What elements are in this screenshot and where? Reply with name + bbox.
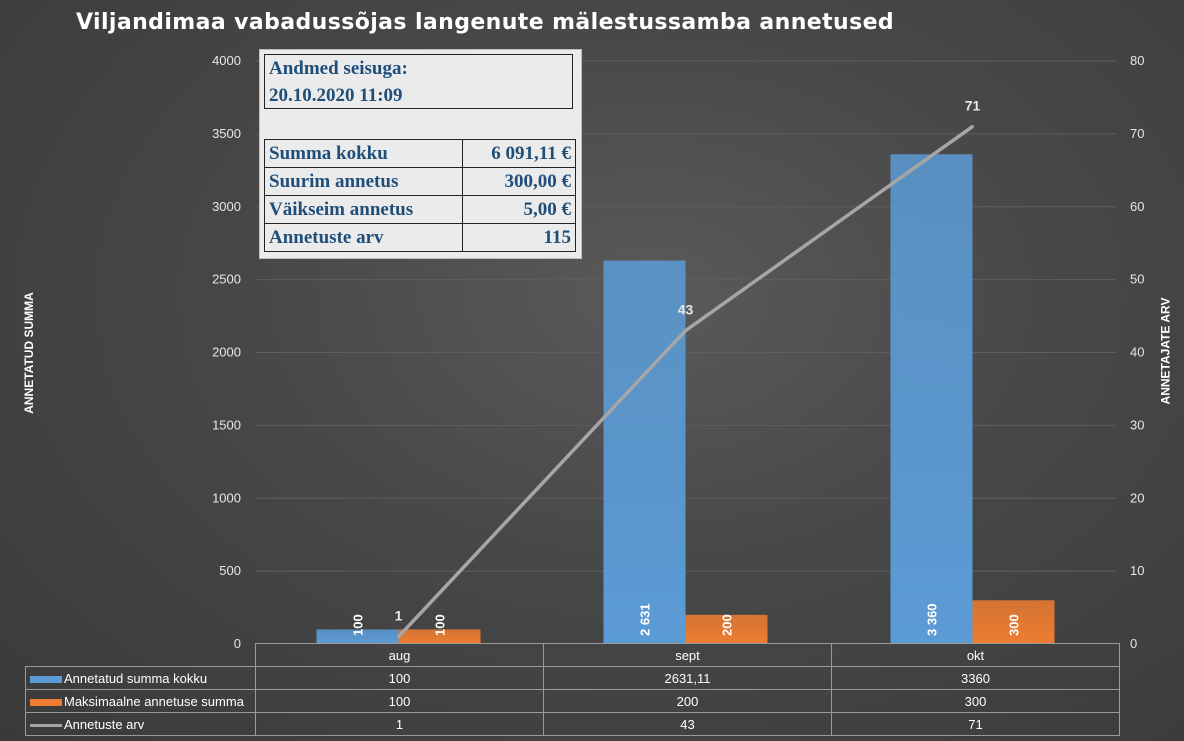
- y-tick-label-right: 60: [1130, 199, 1144, 214]
- info-row-count: Annetuste arv 115: [264, 223, 576, 252]
- info-row-label: Summa kokku: [264, 139, 463, 168]
- bar-data-label: 2 631: [638, 603, 653, 636]
- data-table-cell: 200: [543, 689, 832, 713]
- info-row-label: Annetuste arv: [264, 223, 463, 252]
- y-tick-label-left: 1000: [212, 490, 241, 505]
- bar-max: [685, 614, 768, 644]
- bar-data-label: 100: [351, 614, 366, 636]
- y-tick-label-right: 30: [1130, 417, 1144, 432]
- info-row-value: 6 091,11 €: [462, 139, 576, 168]
- data-table-corner: [25, 643, 256, 667]
- data-table-row-max: Maksimaalne annetuse summa 100 200 300: [25, 689, 1120, 713]
- y-tick-label-right: 0: [1130, 636, 1137, 651]
- data-table-cell: 3360: [831, 666, 1120, 690]
- info-row-value: 5,00 €: [462, 195, 576, 224]
- info-box-header-line2: 20.10.2020 11:09: [269, 85, 403, 106]
- data-table-cell: 71: [831, 712, 1120, 736]
- y-tick-label-left: 1500: [212, 417, 241, 432]
- bar-data-label: 300: [1007, 614, 1022, 636]
- bar-data-label: 3 360: [925, 603, 940, 636]
- info-row-value: 115: [462, 223, 576, 252]
- y-tick-label-right: 40: [1130, 345, 1144, 360]
- y-tick-label-right: 70: [1130, 126, 1144, 141]
- data-table-cell: 1: [255, 712, 544, 736]
- legend-label: Annetuste arv: [64, 716, 145, 732]
- bar-sum: [603, 260, 686, 644]
- chart-title: Viljandimaa vabadussõjas langenute mäles…: [76, 10, 895, 35]
- info-row-min: Väikseim annetus 5,00 €: [264, 195, 576, 224]
- data-table-row-sum: Annetatud summa kokku 100 2631,11 3360: [25, 666, 1120, 690]
- line-point: [397, 635, 400, 639]
- legend-key-sum: [30, 675, 62, 683]
- y-tick-label-left: 3000: [212, 199, 241, 214]
- data-table-cell: 43: [543, 712, 832, 736]
- info-box: Andmed seisuga: 20.10.2020 11:09 Summa k…: [259, 49, 582, 259]
- bar-max: [398, 629, 481, 644]
- line-data-label: 43: [678, 302, 694, 318]
- legend-entry-max: Maksimaalne annetuse summa: [25, 689, 256, 713]
- line-data-label: 1: [395, 608, 403, 624]
- line-data-label: 71: [965, 98, 981, 114]
- y-tick-label-right: 50: [1130, 272, 1144, 287]
- legend-label: Annetatud summa kokku: [64, 670, 208, 686]
- data-table-category: aug: [255, 643, 544, 667]
- info-box-header-line1: Andmed seisuga:: [269, 58, 408, 79]
- y-tick-label-left: 3500: [212, 126, 241, 141]
- info-row-value: 300,00 €: [462, 167, 576, 196]
- legend-entry-sum: Annetatud summa kokku: [25, 666, 256, 690]
- bar-sum: [316, 629, 399, 644]
- y-tick-label-right: 80: [1130, 53, 1144, 68]
- y-axis-right-label: ANNETAJATE ARV: [1158, 297, 1173, 405]
- bar-data-label: 100: [433, 614, 448, 636]
- data-table-cell: 100: [255, 666, 544, 690]
- y-axis-left-label: ANNETATUD SUMMA: [21, 292, 36, 414]
- bar-max: [972, 600, 1055, 644]
- data-table-row-count: Annetuste arv 1 43 71: [25, 712, 1120, 736]
- info-row-sum: Summa kokku 6 091,11 €: [264, 139, 576, 168]
- legend-key-max: [30, 698, 62, 706]
- data-table-cell: 2631,11: [543, 666, 832, 690]
- legend-entry-count: Annetuste arv: [25, 712, 256, 736]
- bar-data-label: 200: [720, 614, 735, 636]
- info-box-header: Andmed seisuga: 20.10.2020 11:09: [264, 54, 573, 109]
- data-table-category: okt: [831, 643, 1120, 667]
- y-tick-label-right: 20: [1130, 490, 1144, 505]
- y-tick-label-left: 4000: [212, 53, 241, 68]
- chart-data-table: aug sept okt Annetatud summa kokku 100 2…: [25, 643, 1120, 736]
- legend-label: Maksimaalne annetuse summa: [64, 693, 244, 709]
- info-row-max: Suurim annetus 300,00 €: [264, 167, 576, 196]
- data-table-header-row: aug sept okt: [25, 643, 1120, 667]
- y-tick-label-left: 2000: [212, 345, 241, 360]
- line-point: [971, 125, 974, 129]
- data-table-cell: 300: [831, 689, 1120, 713]
- legend-key-count: [30, 723, 62, 727]
- data-table-cell: 100: [255, 689, 544, 713]
- info-box-table: Summa kokku 6 091,11 € Suurim annetus 30…: [264, 139, 576, 252]
- info-row-label: Väikseim annetus: [264, 195, 463, 224]
- y-tick-label-right: 10: [1130, 563, 1144, 578]
- info-row-label: Suurim annetus: [264, 167, 463, 196]
- data-table-category: sept: [543, 643, 832, 667]
- y-tick-label-left: 2500: [212, 272, 241, 287]
- line-point: [684, 329, 687, 333]
- y-tick-label-left: 500: [219, 563, 241, 578]
- bar-sum: [890, 154, 973, 644]
